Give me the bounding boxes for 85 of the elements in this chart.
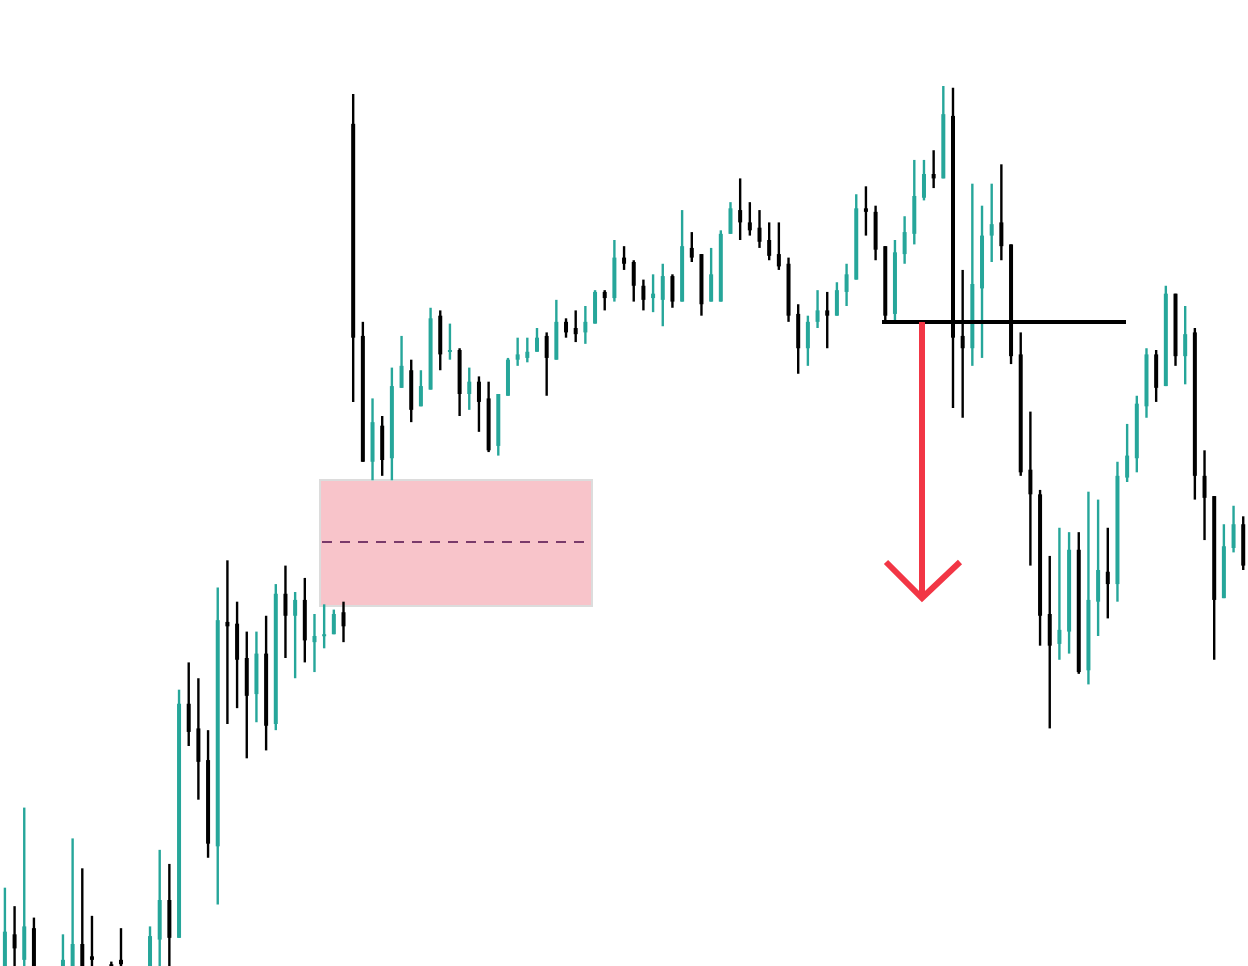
candlestick — [370, 397, 375, 482]
candlestick — [1125, 422, 1130, 484]
candlestick — [1231, 504, 1236, 554]
candlestick — [796, 303, 801, 375]
candlestick — [312, 612, 317, 674]
candlestick — [564, 317, 569, 339]
candlestick — [60, 933, 65, 966]
candlestick — [457, 347, 462, 418]
candlestick — [815, 288, 820, 330]
candlestick — [767, 221, 772, 262]
candlestick — [2, 886, 7, 966]
candlestick — [186, 661, 191, 748]
candlestick — [593, 288, 598, 325]
candlestick — [583, 304, 588, 346]
candlestick — [447, 322, 452, 361]
candlestick — [573, 309, 578, 344]
candlestick — [980, 204, 985, 360]
candlestick — [873, 204, 878, 262]
candlestick — [535, 326, 539, 353]
candlestick — [1105, 526, 1110, 620]
candlestick — [544, 331, 549, 397]
candlestick — [660, 262, 665, 328]
candlestick — [689, 230, 694, 264]
candlestick — [738, 177, 743, 242]
candlestick — [476, 375, 481, 434]
candlestick — [554, 298, 559, 361]
candlestick — [747, 200, 752, 237]
candlestick — [844, 262, 849, 308]
candlestick — [602, 288, 607, 312]
candlestick — [70, 837, 75, 966]
candlestick — [670, 273, 675, 309]
candlestick — [1057, 526, 1062, 661]
candlestick — [989, 182, 994, 264]
candlestick — [418, 369, 423, 408]
candlestick — [805, 314, 810, 368]
candlestick — [960, 268, 965, 419]
candlestick — [302, 576, 307, 664]
candlestick — [235, 600, 240, 710]
candlestick — [1154, 348, 1159, 404]
candlestick — [776, 221, 781, 272]
candlestick — [1241, 515, 1246, 572]
candlestick — [283, 564, 288, 660]
candlestick — [399, 334, 404, 390]
candlestick — [999, 163, 1004, 262]
candlestick — [438, 309, 443, 372]
candlestick — [951, 86, 955, 410]
candlestick — [12, 904, 17, 966]
candlestick — [525, 336, 530, 364]
candlestick — [31, 916, 36, 966]
candlestick — [709, 246, 714, 303]
candlestick — [341, 600, 346, 644]
candlestick — [148, 925, 153, 966]
candlestick — [254, 630, 259, 724]
candlestick — [157, 848, 162, 966]
candlestick — [409, 358, 414, 424]
candlestick — [1183, 304, 1188, 386]
candlestick — [380, 414, 385, 478]
candlestick — [641, 278, 646, 312]
candlestick — [505, 356, 510, 397]
candlestick — [467, 366, 472, 412]
candlestick — [863, 185, 868, 237]
candlestick — [921, 158, 926, 202]
candlestick — [244, 630, 249, 760]
candlestick — [631, 259, 636, 303]
candlestick — [80, 867, 85, 966]
candlestick — [322, 603, 327, 650]
candlestick — [331, 608, 336, 636]
candlestick — [757, 208, 762, 250]
candlestick — [89, 914, 94, 966]
candlestick — [1028, 410, 1033, 567]
candlestick — [622, 244, 627, 272]
candlestick — [1202, 449, 1207, 542]
candlestick — [825, 290, 830, 350]
candlestick — [912, 158, 917, 246]
candlestick — [1096, 498, 1101, 638]
candlestick — [22, 806, 27, 966]
candlestick — [728, 200, 733, 236]
candlestick — [167, 862, 172, 966]
candlestick — [902, 215, 907, 265]
candlestick — [834, 281, 839, 317]
candlestick — [293, 590, 298, 680]
candlestick — [515, 336, 520, 368]
candlestick — [612, 238, 617, 303]
candlestick — [196, 677, 201, 801]
candlestick — [1047, 554, 1052, 730]
